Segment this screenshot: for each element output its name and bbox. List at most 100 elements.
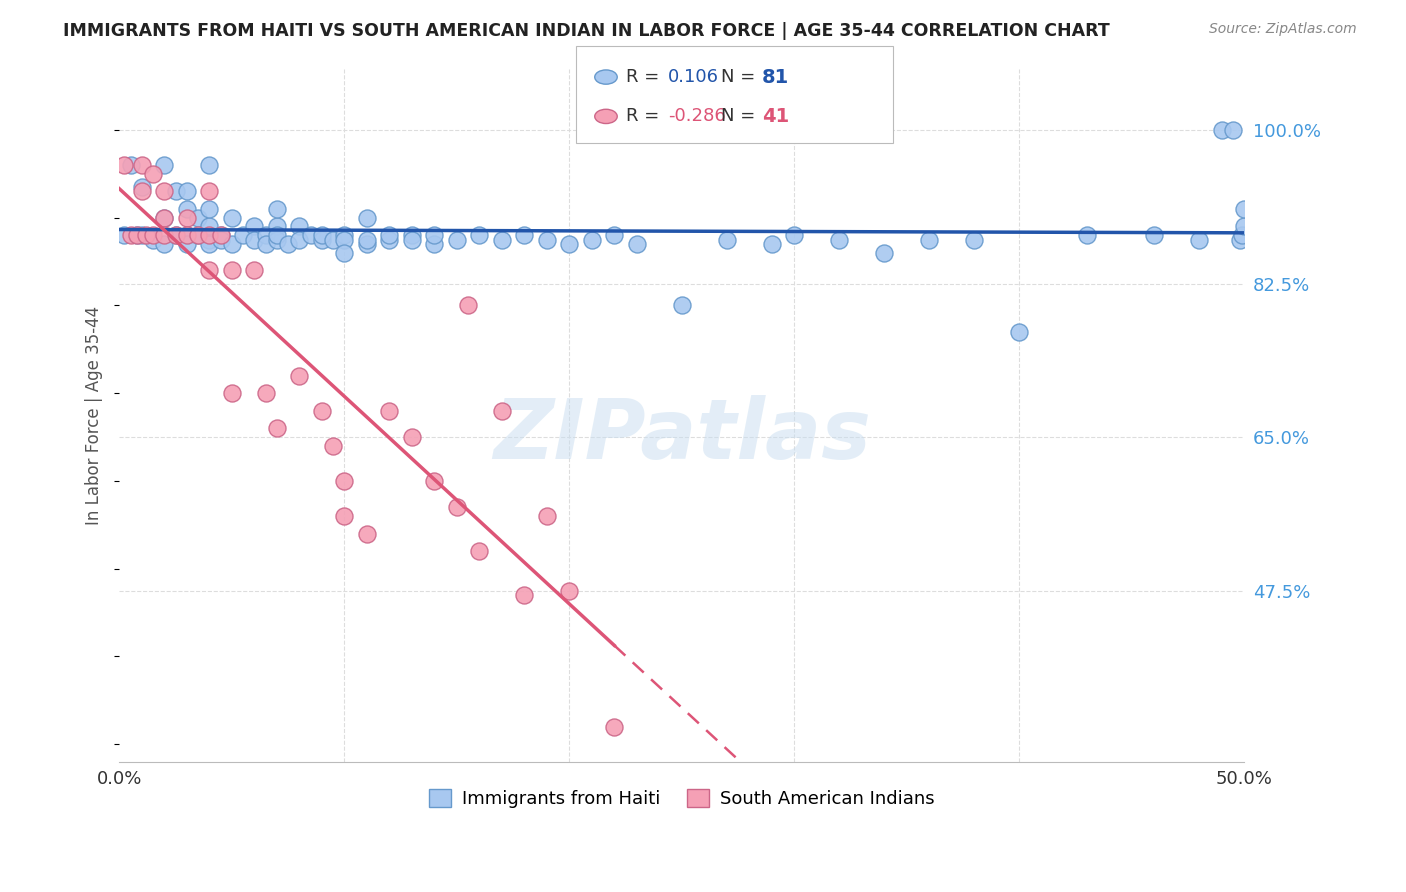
Point bbox=[254, 228, 277, 243]
Point bbox=[299, 228, 322, 243]
Point bbox=[266, 228, 288, 243]
Point bbox=[198, 228, 221, 243]
Point bbox=[401, 228, 423, 243]
Point bbox=[288, 368, 311, 383]
Point bbox=[131, 180, 153, 194]
Text: 81: 81 bbox=[762, 68, 789, 87]
Point bbox=[142, 233, 165, 247]
Point bbox=[266, 219, 288, 234]
Point bbox=[626, 237, 648, 252]
Point bbox=[266, 202, 288, 216]
Point bbox=[491, 403, 513, 417]
Point bbox=[423, 228, 446, 243]
Point bbox=[513, 228, 536, 243]
Point bbox=[243, 263, 266, 277]
Point bbox=[153, 158, 176, 172]
Point bbox=[221, 211, 243, 225]
Point bbox=[468, 544, 491, 558]
Point bbox=[176, 228, 198, 243]
Point bbox=[198, 263, 221, 277]
Point bbox=[333, 245, 356, 260]
Text: ZIPatlas: ZIPatlas bbox=[494, 395, 870, 476]
Point bbox=[165, 228, 187, 243]
Point bbox=[243, 219, 266, 234]
Point bbox=[446, 500, 468, 515]
Point bbox=[176, 211, 198, 225]
Point bbox=[1076, 228, 1098, 243]
Point bbox=[131, 228, 153, 243]
Point bbox=[873, 245, 896, 260]
Point bbox=[356, 233, 378, 247]
Point bbox=[254, 386, 277, 401]
Point bbox=[322, 439, 344, 453]
Point bbox=[221, 263, 243, 277]
Point bbox=[198, 185, 221, 199]
Text: R =: R = bbox=[626, 107, 665, 126]
Point bbox=[131, 185, 153, 199]
Point bbox=[120, 158, 142, 172]
Point bbox=[209, 233, 232, 247]
Point bbox=[165, 185, 187, 199]
Point bbox=[112, 158, 135, 172]
Point bbox=[401, 430, 423, 444]
Point bbox=[187, 228, 209, 243]
Point bbox=[356, 211, 378, 225]
Text: -0.286: -0.286 bbox=[668, 107, 725, 126]
Point bbox=[153, 211, 176, 225]
Point bbox=[176, 228, 198, 243]
Point bbox=[277, 237, 299, 252]
Point bbox=[963, 233, 986, 247]
Point bbox=[153, 228, 176, 243]
Point bbox=[716, 233, 738, 247]
Point bbox=[198, 233, 221, 247]
Text: IMMIGRANTS FROM HAITI VS SOUTH AMERICAN INDIAN IN LABOR FORCE | AGE 35-44 CORREL: IMMIGRANTS FROM HAITI VS SOUTH AMERICAN … bbox=[63, 22, 1109, 40]
Point bbox=[536, 509, 558, 524]
Point bbox=[198, 219, 221, 234]
Point bbox=[221, 386, 243, 401]
Text: N =: N = bbox=[721, 107, 761, 126]
Point bbox=[187, 228, 209, 243]
Point bbox=[131, 158, 153, 172]
Text: R =: R = bbox=[626, 68, 665, 86]
Point bbox=[165, 228, 187, 243]
Point bbox=[254, 237, 277, 252]
Point bbox=[536, 233, 558, 247]
Point bbox=[232, 228, 254, 243]
Point bbox=[423, 474, 446, 488]
Point bbox=[491, 233, 513, 247]
Point bbox=[187, 211, 209, 225]
Point bbox=[311, 403, 333, 417]
Point bbox=[378, 233, 401, 247]
Text: N =: N = bbox=[721, 68, 761, 86]
Point bbox=[1211, 123, 1233, 137]
Point bbox=[513, 588, 536, 602]
Point bbox=[142, 167, 165, 181]
Point bbox=[135, 228, 157, 243]
Point bbox=[311, 228, 333, 243]
Point bbox=[423, 237, 446, 252]
Point bbox=[198, 158, 221, 172]
Point bbox=[333, 509, 356, 524]
Point bbox=[288, 233, 311, 247]
Point bbox=[1008, 325, 1031, 339]
Point bbox=[581, 233, 603, 247]
Point bbox=[603, 720, 626, 734]
Point bbox=[176, 237, 198, 252]
Point bbox=[1230, 228, 1253, 243]
Point bbox=[1222, 123, 1244, 137]
Point bbox=[828, 233, 851, 247]
Point bbox=[356, 526, 378, 541]
Point bbox=[1233, 219, 1256, 234]
Point bbox=[1188, 233, 1211, 247]
Point bbox=[209, 228, 232, 243]
Point bbox=[356, 237, 378, 252]
Point bbox=[457, 298, 479, 312]
Point bbox=[1229, 233, 1251, 247]
Point bbox=[153, 185, 176, 199]
Text: 0.106: 0.106 bbox=[668, 68, 718, 86]
Point bbox=[142, 228, 165, 243]
Point bbox=[446, 233, 468, 247]
Point bbox=[558, 237, 581, 252]
Point bbox=[127, 228, 149, 243]
Y-axis label: In Labor Force | Age 35-44: In Labor Force | Age 35-44 bbox=[86, 306, 103, 524]
